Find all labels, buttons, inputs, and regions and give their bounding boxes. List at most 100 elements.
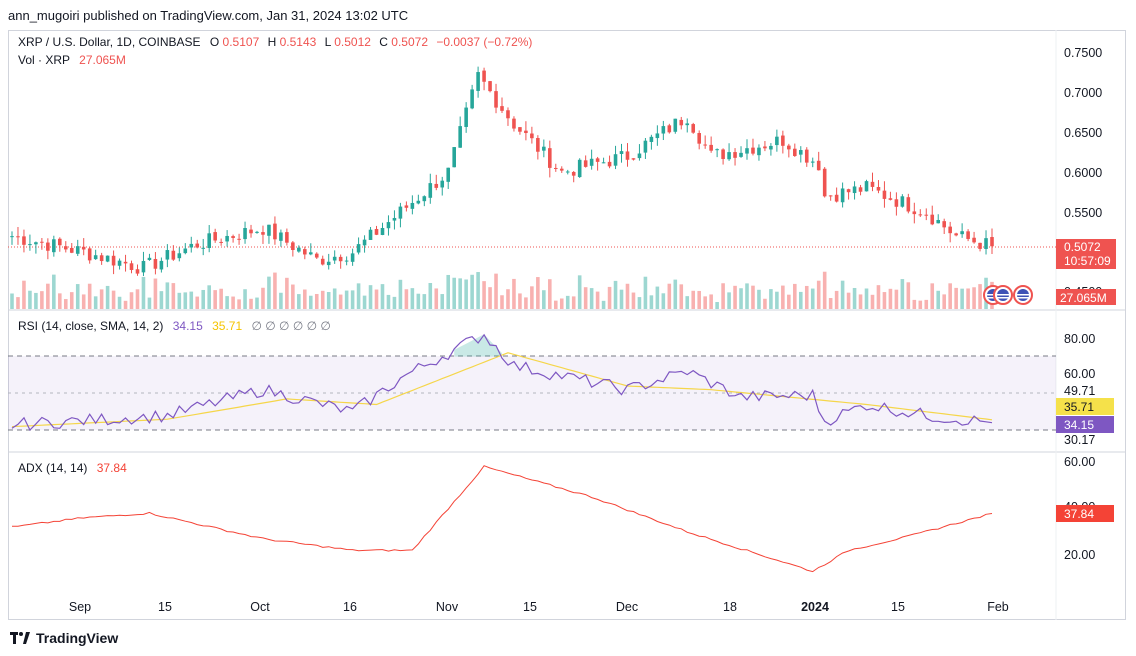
volume-bar [201, 289, 206, 309]
candle-body [147, 257, 152, 261]
volume-bar [781, 285, 785, 309]
low-label: L [325, 35, 332, 49]
us-flag-event-icon[interactable] [993, 285, 1013, 305]
volume-bar [894, 289, 899, 309]
candle-body [948, 226, 952, 234]
candle-body [900, 196, 905, 207]
rsi-tick: 49.71 [1064, 384, 1095, 398]
adx-tick: 60.00 [1064, 455, 1095, 469]
volume-bar [685, 296, 690, 309]
volume-bar [942, 294, 946, 309]
candle-body [40, 241, 44, 243]
candle-body [589, 158, 594, 166]
volume-bar [362, 295, 367, 309]
candle-body [822, 168, 827, 197]
rsi-label: RSI (14, close, SMA, 14, 2) [18, 319, 163, 333]
volume-bar [966, 288, 970, 309]
candle-body [613, 154, 618, 166]
time-tick: 18 [723, 600, 737, 614]
candle-body [159, 260, 164, 270]
volume-bar [751, 285, 755, 309]
candle-body [715, 149, 719, 151]
volume-bar [625, 283, 630, 309]
candle-body [858, 187, 863, 192]
candle-body [356, 244, 361, 253]
candle-body [828, 195, 833, 197]
volume-bar [476, 272, 480, 309]
volume-bar [482, 281, 486, 309]
high-label: H [268, 35, 277, 49]
volume-bar [589, 288, 594, 309]
volume-bar [583, 287, 588, 309]
candle-body [942, 221, 946, 228]
volume-bar [58, 293, 62, 309]
volume-bar [10, 293, 14, 309]
candle-body [757, 147, 761, 156]
last-price-badge [1056, 239, 1116, 269]
adx-legend: ADX (14, 14) 37.84 [18, 461, 127, 475]
candle-body [840, 188, 845, 203]
candle-body [506, 110, 510, 119]
volume-bar [303, 289, 307, 309]
volume-bar [798, 291, 803, 309]
volume-bar [882, 292, 887, 309]
volume-bar [733, 285, 737, 309]
rsi-tick: 80.00 [1064, 332, 1095, 346]
candle-body [75, 246, 80, 254]
candle-body [58, 238, 62, 246]
volume-bar [320, 290, 325, 309]
candle-body [703, 144, 707, 146]
volume-bar [410, 288, 415, 309]
volume-bar [709, 294, 713, 309]
candle-body [308, 252, 313, 255]
candle-body [52, 239, 56, 253]
candle-body [135, 269, 140, 274]
adx-tick: 20.00 [1064, 548, 1095, 562]
volume-bar [703, 296, 707, 309]
candle-body [685, 123, 690, 126]
volume-bar [661, 293, 666, 309]
candle-body [398, 206, 403, 219]
volume-bar [380, 284, 385, 309]
candle-body [422, 196, 427, 202]
volume-bar [553, 300, 558, 309]
rsi-tick: 60.00 [1064, 367, 1095, 381]
candle-body [721, 149, 725, 160]
volume-bar [571, 296, 576, 309]
change-value: −0.0037 (−0.72%) [436, 35, 532, 49]
volume-bar [655, 286, 660, 309]
volume-bar [607, 286, 612, 309]
volume-bar [428, 283, 433, 309]
high-value: 0.5143 [280, 35, 317, 49]
candle-body [410, 202, 415, 209]
volume-bar [219, 288, 223, 309]
us-flag-event-icon[interactable] [1013, 285, 1033, 305]
candle-body [458, 126, 462, 148]
volume-bar [810, 288, 815, 309]
time-tick: 16 [343, 600, 357, 614]
volume-bar [422, 294, 427, 309]
volume-bar [470, 274, 474, 309]
volume-bar [643, 276, 648, 309]
rsi-sma-line [11, 352, 993, 428]
time-tick: 15 [891, 600, 905, 614]
volume-bar [52, 274, 56, 309]
candle-body [416, 200, 421, 204]
volume-bar [285, 277, 289, 309]
candle-body [906, 197, 911, 212]
volume-bar [189, 291, 194, 309]
volume-bar [930, 283, 935, 309]
candle-body [924, 214, 929, 216]
footer-brand[interactable]: TradingView [10, 630, 118, 646]
volume-bar [458, 278, 462, 309]
volume-bar [147, 297, 152, 309]
volume-bar [559, 298, 564, 309]
candle-body [954, 233, 958, 236]
candle-body [834, 194, 839, 202]
volume-bar [936, 290, 941, 309]
volume-bar [326, 292, 331, 309]
volume-bar [846, 292, 851, 309]
candle-body [846, 189, 851, 193]
volume-bar [392, 296, 397, 309]
